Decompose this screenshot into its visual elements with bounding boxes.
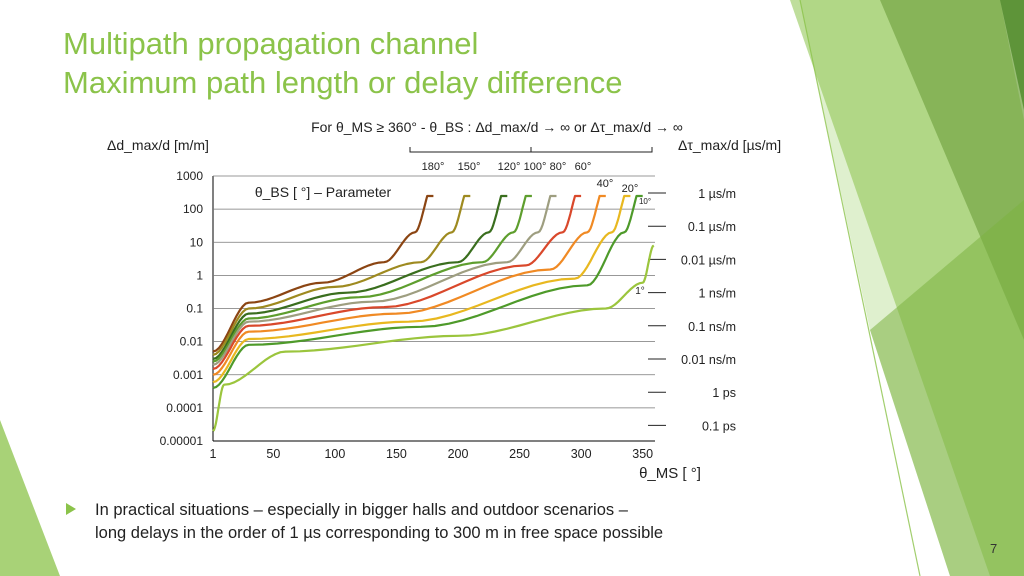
chart-grid bbox=[212, 175, 666, 442]
series-line bbox=[212, 194, 508, 360]
right-tick-label: 0.01 ns/m bbox=[681, 353, 736, 367]
y-axis-label-left: Δd_max/d [m/m] bbox=[107, 137, 209, 153]
x-tick-label: 150 bbox=[386, 447, 407, 461]
right-tick-label: 0.1 µs/m bbox=[688, 220, 736, 234]
bullet-line2: long delays in the order of 1 µs corresp… bbox=[95, 524, 664, 542]
bullet-line1: In practical situations – especially in … bbox=[95, 501, 628, 519]
y-tick-label: 1000 bbox=[176, 169, 203, 183]
y-tick-label: 100 bbox=[183, 202, 203, 216]
x-tick-label: 250 bbox=[509, 447, 530, 461]
series-line bbox=[212, 194, 532, 363]
series-label: 40° bbox=[597, 178, 614, 190]
x-tick-label: 1 bbox=[210, 447, 217, 461]
page-number: 7 bbox=[990, 541, 998, 556]
series-label: 180° bbox=[422, 161, 445, 173]
series-line bbox=[212, 194, 631, 384]
y-tick-label: 0.0001 bbox=[166, 401, 203, 415]
x-tick-label: 300 bbox=[571, 447, 592, 461]
series-line bbox=[212, 194, 471, 356]
bullet-arrow-icon bbox=[66, 503, 76, 515]
right-tick-label: 0.01 µs/m bbox=[681, 253, 736, 267]
x-axis-label: θ_MS [ °] bbox=[639, 465, 701, 482]
x-tick-label: 350 bbox=[632, 447, 653, 461]
condition-text: For θ_MS ≥ 360° - θ_BS : Δd_max/d → ∞ or… bbox=[311, 119, 683, 135]
page-title-line1: Multipath propagation channel bbox=[63, 26, 479, 61]
y-axis-label-right: Δτ_max/d [µs/m] bbox=[678, 137, 781, 153]
series-label: 20° bbox=[622, 183, 639, 195]
series-line bbox=[212, 194, 557, 366]
y-tick-label: 10 bbox=[190, 235, 204, 249]
series-line bbox=[212, 194, 582, 370]
chart-curves bbox=[212, 194, 655, 432]
right-tick-label: 0.1 ns/m bbox=[688, 320, 736, 334]
series-line bbox=[212, 194, 434, 353]
series-label: 120° bbox=[498, 161, 521, 173]
series-label: 100° bbox=[524, 161, 547, 173]
right-tick-label: 1 ns/m bbox=[698, 287, 736, 301]
bullet-text: In practical situations – especially in … bbox=[95, 499, 775, 545]
y-tick-label: 0.1 bbox=[186, 302, 203, 316]
series-label: 80° bbox=[550, 161, 567, 173]
y-tick-label: 0.01 bbox=[180, 335, 204, 349]
y-tick-label: 1 bbox=[196, 268, 203, 282]
x-tick-label: 100 bbox=[324, 447, 345, 461]
right-tick-label: 0.1 ps bbox=[702, 419, 736, 433]
series-label: 10° bbox=[639, 197, 651, 206]
right-tick-label: 1 µs/m bbox=[698, 187, 736, 201]
series-line bbox=[212, 194, 643, 389]
series-line bbox=[212, 194, 606, 376]
right-tick-label: 1 ps bbox=[712, 386, 736, 400]
y-tick-label: 0.001 bbox=[173, 368, 203, 382]
series-label: 1° bbox=[635, 286, 645, 297]
x-tick-label: 50 bbox=[266, 447, 280, 461]
y-tick-label: 0.00001 bbox=[160, 434, 204, 448]
series-line bbox=[212, 244, 655, 432]
parameter-label: θ_BS [ °] – Parameter bbox=[255, 184, 392, 200]
series-label: 150° bbox=[458, 161, 481, 173]
x-tick-label: 200 bbox=[448, 447, 469, 461]
page-title-line2: Maximum path length or delay difference bbox=[63, 65, 623, 100]
series-label: 60° bbox=[575, 161, 592, 173]
